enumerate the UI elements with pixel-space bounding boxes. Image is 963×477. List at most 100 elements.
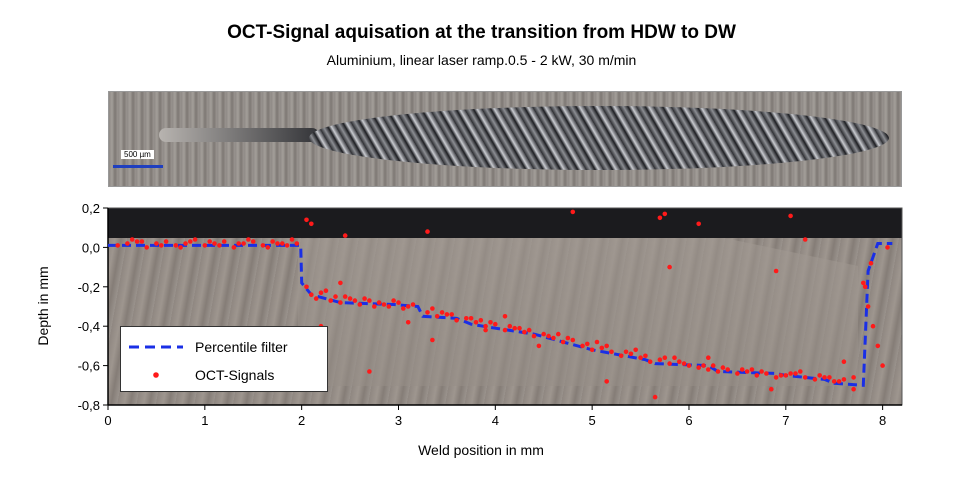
scale-bar [113,165,163,168]
oct-signal-point [754,373,760,378]
oct-signal-point [517,325,522,331]
oct-signal-point [759,369,764,374]
oct-signal-point [633,347,638,353]
oct-signal-point [885,245,890,250]
oct-signal-point [788,213,793,219]
oct-signal-point [720,365,726,370]
oct-signal-point [589,347,595,353]
weld-top-view-photo: 500 µm [108,91,902,187]
oct-signal-point [250,239,256,244]
oct-signal-point [531,333,537,339]
legend: Percentile filter OCT-Signals [120,326,328,392]
oct-signal-point [125,241,130,246]
oct-signal-point [483,323,488,329]
oct-signal-point [129,237,135,242]
oct-signal-point [183,241,188,246]
oct-signal-point [551,335,556,341]
oct-signal-point [677,359,682,365]
oct-signal-point [793,371,798,376]
oct-signal-point [667,361,672,366]
x-tick-label: 6 [685,413,692,428]
oct-signal-point [488,320,493,325]
oct-signal-point [817,373,822,378]
x-tick-label: 2 [298,413,305,428]
x-axis-label: Weld position in mm [418,442,544,458]
oct-signal-point [309,292,314,298]
oct-signal-point [623,349,629,355]
oct-signal-point [328,298,334,303]
oct-signal-point [556,331,561,337]
oct-signal-point [764,371,769,376]
oct-signal-point [221,239,227,244]
oct-signal-point [483,327,488,333]
oct-signal-point [773,268,779,274]
oct-signal-point [710,363,716,368]
oct-signal-point [618,353,624,359]
oct-signal-point [386,304,392,309]
oct-signal-point [862,284,868,290]
oct-signal-point [657,215,663,221]
oct-signal-point [178,245,183,250]
oct-signal-point [827,375,832,380]
oct-signal-point [444,312,450,317]
oct-signal-point [425,229,430,234]
oct-signal-point [696,365,701,370]
oct-signal-point [405,320,411,325]
oct-signal-point [565,335,571,341]
oct-signal-point [342,294,348,299]
y-tick-label: -0,6 [78,359,100,374]
oct-signal-point [638,355,643,361]
fusion-zone [298,230,858,386]
oct-signal-point [357,302,363,307]
oct-signal-point [783,373,789,378]
oct-signal-point [686,363,692,368]
x-tick-label: 8 [879,413,886,428]
x-tick-label: 3 [395,413,402,428]
oct-signal-point [570,209,576,215]
oct-signal-point [836,379,842,384]
x-tick-label: 0 [104,413,111,428]
oct-signal-point [391,298,396,303]
oct-signal-point [831,379,837,384]
oct-signal-point [188,239,193,244]
x-tick-label: 1 [201,413,208,428]
oct-signal-point [841,359,847,365]
legend-label: Percentile filter [195,339,288,355]
oct-signal-point [159,243,164,248]
oct-signal-point [192,237,198,242]
oct-signal-point [585,341,590,347]
oct-signal-point [875,343,881,349]
legend-label: OCT-Signals [195,367,275,383]
oct-signal-point [870,323,876,329]
oct-signal-point [381,302,387,307]
oct-signal-point [294,241,300,246]
oct-signal-point [115,243,120,248]
oct-signal-point [347,296,353,301]
oct-signal-point [362,296,367,301]
oct-signal-point [352,298,358,303]
y-tick-label: 0,2 [82,201,100,216]
oct-signal-point [241,241,246,246]
keyhole-weld-section [159,128,319,142]
x-tick-label: 7 [782,413,789,428]
oct-signal-point [439,310,445,315]
oct-signal-point [880,363,885,368]
oct-signal-point [217,243,222,248]
oct-signal-point [706,355,711,361]
oct-signal-point [647,359,653,365]
oct-signal-point [643,353,648,359]
oct-signal-point [289,237,295,242]
oct-signal-point [270,239,275,244]
oct-signal-point [207,239,212,244]
oct-signal-point [735,371,740,376]
oct-signal-point [526,327,532,333]
oct-signal-point [861,280,866,286]
oct-signal-point [788,371,793,376]
oct-signal-point [739,367,745,372]
oct-signal-point [338,280,343,286]
oct-signal-point [434,314,440,319]
oct-signal-point [652,394,658,400]
x-tick-label: 5 [589,413,596,428]
oct-signal-point [599,345,605,351]
